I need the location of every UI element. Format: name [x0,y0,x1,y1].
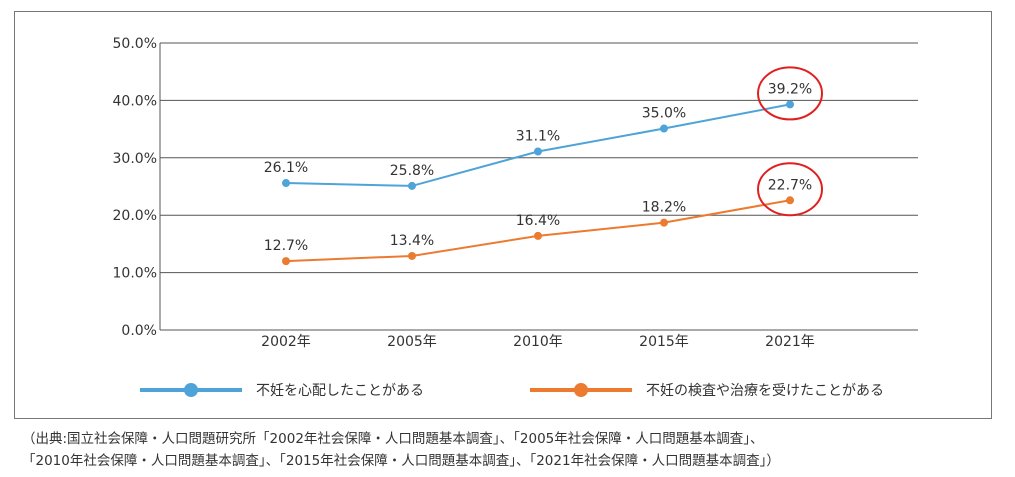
legend-line-worried [140,383,242,397]
x-tick-label: 2015年 [639,334,689,350]
data-point-1 [282,257,290,266]
legend-label-treated: 不妊の検査や治療を受けたことがある [646,383,884,399]
highlight-circle-0 [757,66,823,121]
data-point-1 [660,218,668,227]
line-chart: 0.0% 10.0% 20.0% 30.0% 40.0% 50.0% 2002年 2005年 2… [113,36,918,350]
data-label-0: 25.8% [390,163,434,179]
data-point-0 [282,179,290,188]
x-tick-label: 2002年 [261,334,311,350]
data-point-1 [786,196,794,205]
legend-item-worried: 不妊を心配したことがある [140,380,424,400]
data-label-1: 22.7% [768,177,812,193]
data-point-0 [408,181,416,190]
data-point-1 [408,251,416,260]
legend-marker-worried [184,383,198,397]
data-point-0 [534,147,542,156]
x-tick-label: 2010年 [513,334,563,350]
data-label-0: 31.1% [516,128,560,144]
data-point-0 [660,124,668,133]
data-label-1: 12.7% [264,238,308,254]
data-label-0: 26.1% [264,160,308,176]
data-label-1: 18.2% [642,200,686,216]
legend-item-treated: 不妊の検査や治療を受けたことがある [530,380,884,400]
data-label-0: 35.0% [642,106,686,122]
legend-marker-treated [574,383,588,397]
y-tick-label: 40.0% [113,93,157,109]
data-label-1: 13.4% [390,233,434,249]
data-point-1 [534,231,542,240]
source-note: （出典:国立社会保障・人口問題研究所「2002年社会保障・人口問題基本調査」、「… [22,428,1002,472]
series-line-1 [285,199,791,263]
series-line-0 [285,103,791,187]
legend-line-treated [530,383,632,397]
data-label-1: 16.4% [516,213,560,229]
y-tick-label: 20.0% [113,208,157,224]
y-tick-label: 30.0% [113,151,157,167]
data-label-0: 39.2% [768,81,812,97]
y-tick-label: 10.0% [113,266,157,282]
x-tick-label: 2005年 [387,334,437,350]
y-tick-label: 0.0% [121,323,157,339]
chart-frame [14,11,992,419]
source-line-1: （出典:国立社会保障・人口問題研究所「2002年社会保障・人口問題基本調査」、「… [22,431,764,447]
legend-label-worried: 不妊を心配したことがある [256,383,424,399]
data-point-0 [786,100,794,109]
source-line-2: 「2010年社会保障・人口問題基本調査」、「2015年社会保障・人口問題基本調査… [22,453,780,469]
highlight-circle-1 [757,162,823,217]
x-tick-label: 2021年 [765,334,815,350]
y-tick-label: 50.0% [113,36,157,52]
